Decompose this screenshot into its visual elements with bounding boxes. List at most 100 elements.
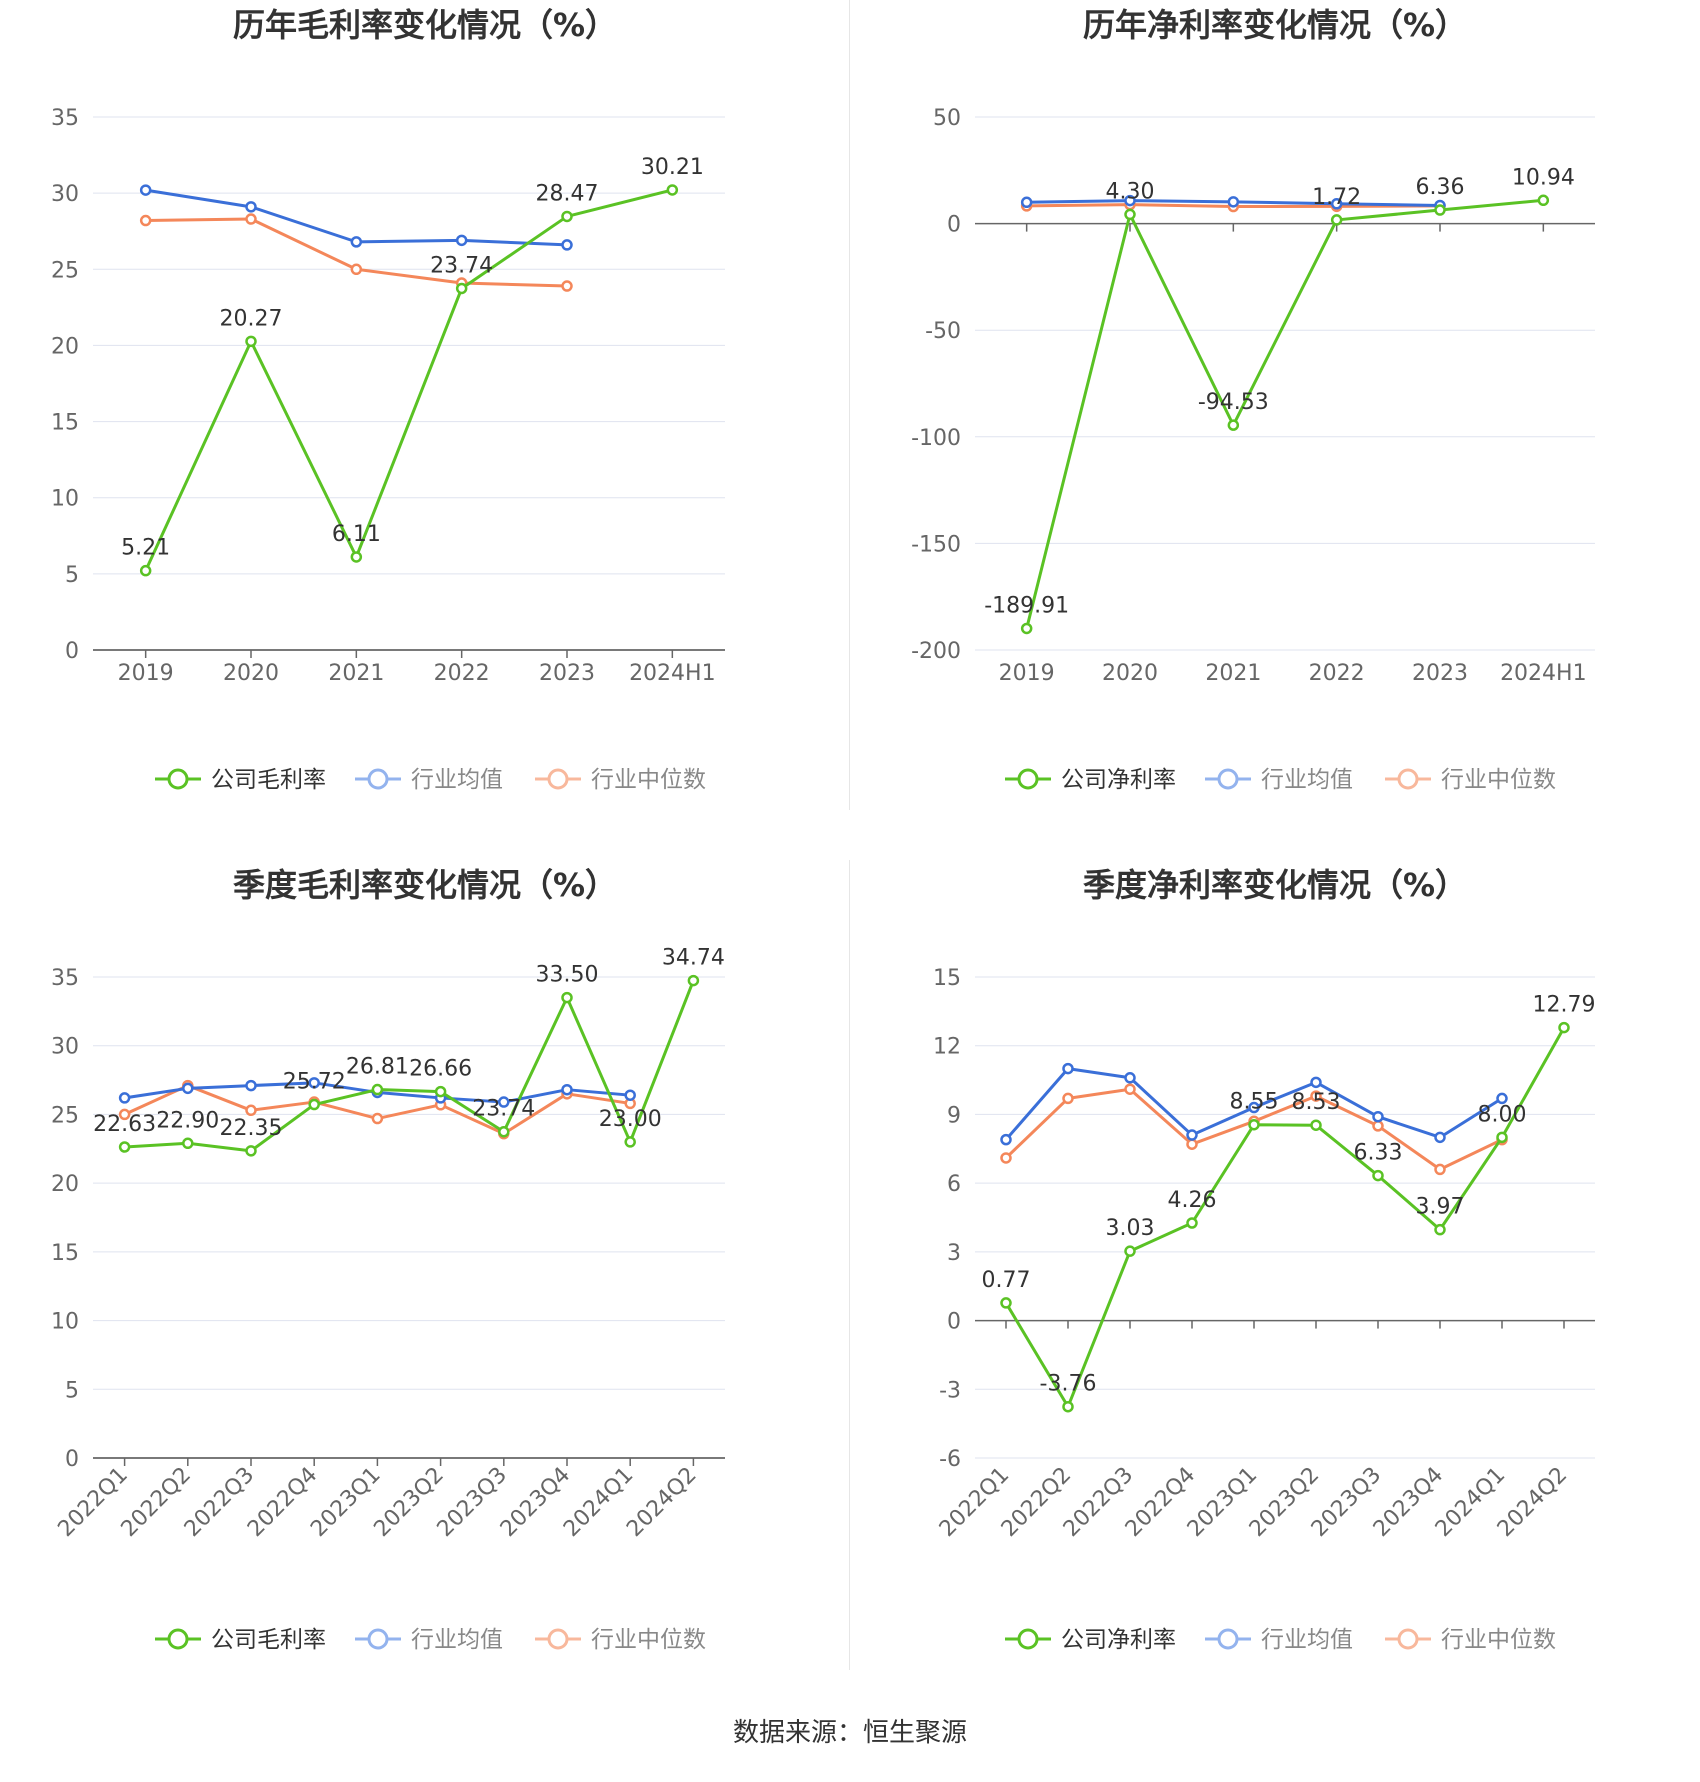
legend-item-0[interactable]: 公司毛利率: [155, 1627, 326, 1653]
chart-svg: 历年净利率变化情况（%） 50 0 -50 -100 -150 -200 2019 2020 20…: [911, 6, 1595, 793]
legend-item-0[interactable]: 公司净利率: [1005, 1627, 1176, 1653]
legend-label: 行业均值: [1261, 1627, 1353, 1653]
legend-item-2[interactable]: 行业中位数: [1385, 767, 1556, 793]
legend-item-1[interactable]: 行业均值: [355, 1627, 503, 1653]
data-label: 8.55: [1230, 1090, 1279, 1115]
legend-swatch-marker: [367, 768, 389, 790]
chart-svg: 季度毛利率变化情况（%）353025201510502022Q12022Q220…: [51, 866, 725, 1653]
y-tick-label: 20: [51, 1172, 79, 1197]
x-tick-label: 2024Q2: [622, 1463, 701, 1542]
data-point: [1227, 196, 1240, 208]
data-label: 10.94: [1512, 165, 1575, 190]
data-label: 3.97: [1416, 1195, 1465, 1220]
chart-annual-net-margin: 历年净利率变化情况（%） 50 0 -50 -100 -150 -200 2019 2020 20…: [850, 0, 1700, 860]
y-tick-label: 20: [51, 334, 79, 359]
legend-label: 行业中位数: [591, 767, 706, 793]
data-point: [1496, 1131, 1508, 1144]
data-point: [434, 1085, 447, 1098]
data-point: [1372, 1120, 1384, 1132]
data-label: 4.30: [1106, 179, 1155, 204]
data-point: [561, 239, 573, 251]
data-point: [1372, 1110, 1384, 1123]
series-line-0: [1025, 198, 1544, 629]
data-label: 6.33: [1354, 1141, 1403, 1166]
data-point: [1062, 1092, 1074, 1105]
data-point: [1186, 1129, 1198, 1141]
data-label: 26.81: [346, 1055, 409, 1080]
data-label: 6.36: [1416, 175, 1465, 200]
data-point: [666, 184, 679, 196]
x-tick-label: 2022Q3: [180, 1463, 259, 1542]
data-point: [455, 282, 468, 295]
data-point: [1537, 194, 1550, 207]
x-tick-label: 2020: [223, 661, 279, 686]
data-point: [1330, 198, 1343, 210]
data-point: [1062, 1400, 1074, 1413]
data-point: [245, 335, 257, 348]
y-tick-label: 30: [51, 1035, 79, 1060]
data-point: [139, 214, 152, 227]
data-point: [350, 551, 363, 563]
data-point: [350, 263, 363, 276]
y-tick-label: 35: [51, 106, 79, 131]
legend-item-2[interactable]: 行业中位数: [535, 767, 706, 793]
divider-top: [849, 0, 850, 810]
data-label: 22.90: [156, 1108, 219, 1133]
x-tick-label: 2022: [1309, 661, 1365, 686]
legend-item-1[interactable]: 行业均值: [1205, 767, 1353, 793]
data-point: [1124, 1072, 1136, 1084]
legend-label: 行业均值: [411, 1627, 503, 1653]
x-tick-label: 2024Q2: [1493, 1463, 1572, 1542]
data-point: [1000, 1133, 1012, 1146]
x-tick-label: 2023Q3: [433, 1463, 512, 1542]
data-point: [1558, 1021, 1570, 1034]
x-tick-label: 2024Q1: [559, 1463, 638, 1542]
y-tick-label: 15: [933, 966, 961, 991]
data-point: [624, 1136, 636, 1148]
legend-item-1[interactable]: 行业均值: [1205, 1627, 1353, 1653]
legend-item-0[interactable]: 公司毛利率: [155, 767, 326, 793]
legend-item-1[interactable]: 行业均值: [355, 767, 503, 793]
legend-item-0[interactable]: 公司净利率: [1005, 767, 1176, 793]
data-point: [1186, 1217, 1198, 1229]
legend-label: 行业中位数: [1441, 767, 1556, 793]
y-tick-label: 0: [947, 213, 961, 238]
data-label: 23.74: [430, 253, 493, 278]
data-point: [1062, 1062, 1074, 1075]
y-tick-label: 15: [51, 411, 79, 436]
data-label: -189.91: [984, 593, 1069, 618]
data-point: [1124, 194, 1136, 207]
legend-item-2[interactable]: 行业中位数: [535, 1627, 706, 1653]
data-label: 0.77: [982, 1268, 1031, 1293]
data-point: [687, 974, 700, 987]
data-label: 8.00: [1478, 1102, 1527, 1127]
data-point: [139, 564, 152, 577]
y-tick-label: 10: [51, 1310, 79, 1335]
data-point: [1434, 204, 1446, 216]
data-point: [1020, 196, 1033, 209]
legend-item-2[interactable]: 行业中位数: [1385, 1627, 1556, 1653]
chart-svg: 历年毛利率变化情况（%） 35 30 25 20 15 10 5 0 2019 2020 2021 20…: [51, 6, 725, 793]
y-tick-label: 5: [65, 1378, 79, 1403]
y-tick-label: 3: [947, 1241, 961, 1266]
data-point: [245, 1104, 257, 1117]
data-point: [561, 1083, 573, 1096]
data-point: [1124, 208, 1136, 221]
data-point: [1310, 1076, 1322, 1089]
series-line-0: [124, 980, 695, 1153]
data-point: [308, 1098, 320, 1111]
legend-swatch-marker: [167, 1628, 189, 1650]
legend-swatch-marker: [547, 1628, 569, 1650]
legend-swatch-marker: [547, 768, 569, 790]
data-label: 28.47: [536, 181, 599, 206]
data-point: [1227, 419, 1240, 431]
data-label: 25.72: [283, 1070, 346, 1095]
data-label: 23.00: [599, 1107, 662, 1132]
chart-quarterly-gross-margin: 季度毛利率变化情况（%） 35 30 25 20 15 10 5 0 2022Q1 2022Q2 20…: [0, 860, 850, 1720]
data-point: [139, 184, 152, 196]
legend-label: 公司净利率: [1061, 767, 1176, 793]
y-tick-label: 25: [51, 1103, 79, 1128]
x-tick-label: 2019: [999, 661, 1055, 686]
y-tick-label: 0: [947, 1310, 961, 1335]
chart-title: 历年净利率变化情况（%）: [1083, 6, 1467, 44]
